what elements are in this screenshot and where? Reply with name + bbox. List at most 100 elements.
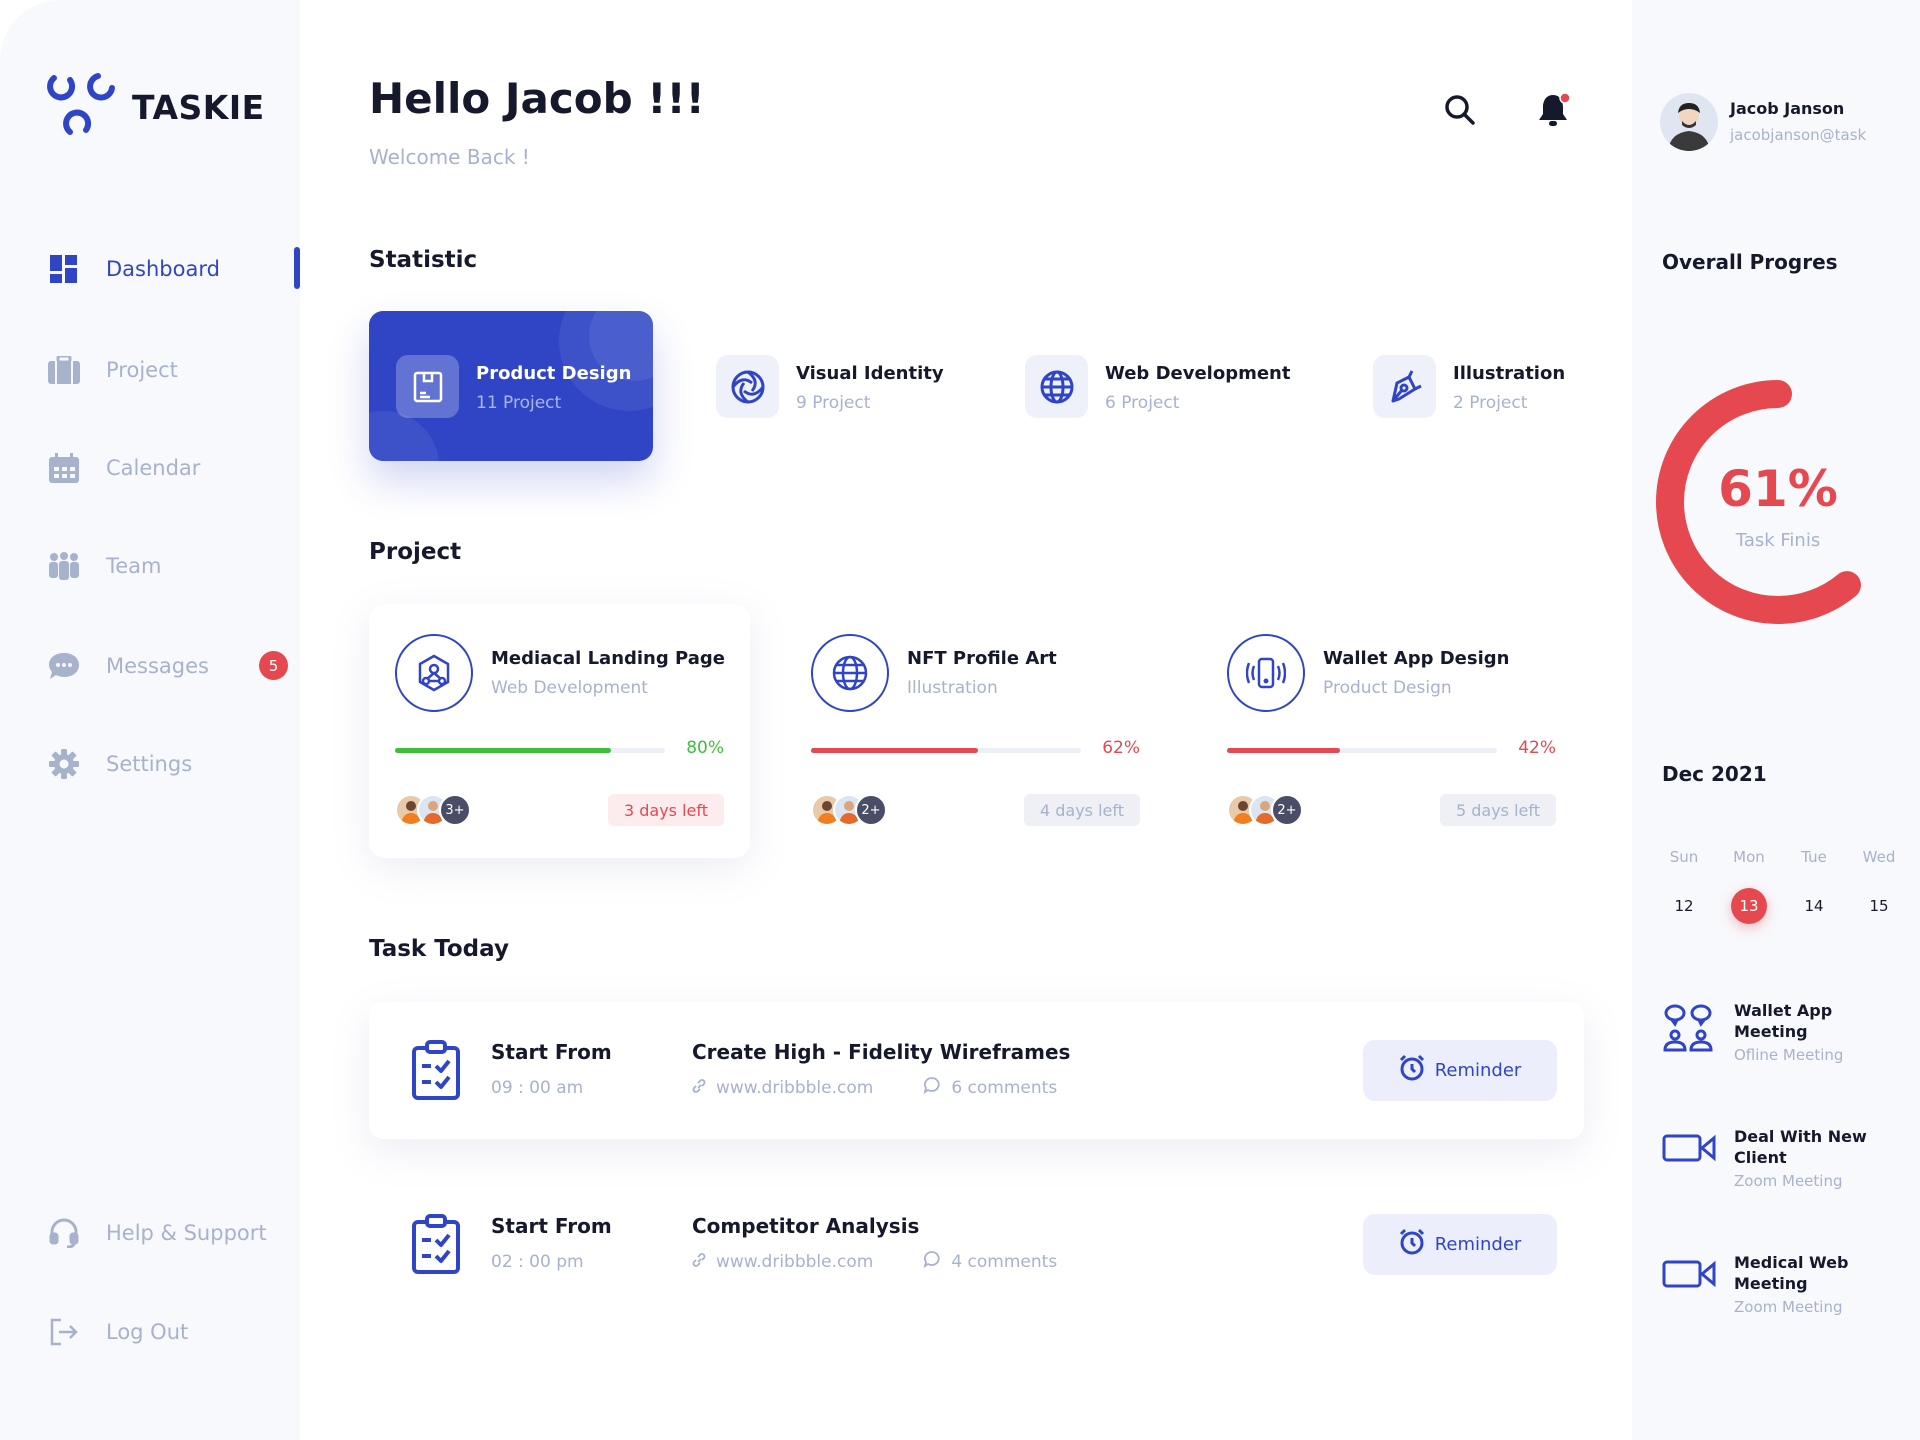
calendar-date[interactable]: 15 xyxy=(1869,897,1889,915)
progress-bar xyxy=(811,748,1081,753)
alarm-clock-icon xyxy=(1399,1228,1425,1261)
brand-name: TASKIE xyxy=(132,88,265,127)
reminder-button[interactable]: Reminder xyxy=(1363,1040,1557,1101)
stat-count: 11 Project xyxy=(476,393,562,413)
active-indicator xyxy=(294,247,300,289)
link-icon xyxy=(692,1078,706,1098)
event-title: Wallet App Meeting xyxy=(1734,1001,1833,1041)
start-from-label: Start From xyxy=(491,1040,612,1064)
more-members-count: 3+ xyxy=(439,794,471,826)
sidebar-item-dashboard[interactable]: Dashboard xyxy=(48,249,220,289)
chat-bubble-icon xyxy=(48,650,80,682)
task-link[interactable]: www.dribbble.com xyxy=(716,1251,874,1272)
briefcase-icon xyxy=(48,354,80,386)
stat-title: Illustration xyxy=(1453,363,1566,384)
sidebar-item-calendar[interactable]: Calendar xyxy=(48,448,200,488)
project-card[interactable]: Mediacal Landing Page Web Development 80… xyxy=(369,604,750,858)
box-icon xyxy=(396,355,459,418)
comments-count[interactable]: 4 comments xyxy=(951,1251,1058,1272)
sidebar-item-label: Calendar xyxy=(106,456,201,480)
project-category: Web Development xyxy=(491,678,648,698)
phone-vibrate-icon xyxy=(1227,634,1305,712)
event-item[interactable]: Wallet App Meeting Ofline Meeting xyxy=(1662,1000,1904,1090)
globe-icon xyxy=(811,634,889,712)
stat-card-product-design[interactable]: Product Design 11 Project xyxy=(369,311,653,461)
statistic-heading: Statistic xyxy=(369,247,478,273)
overall-progress-heading: Overall Progres xyxy=(1662,250,1838,274)
event-type: Zoom Meeting xyxy=(1734,1298,1843,1316)
weekday-label: Mon xyxy=(1733,848,1765,866)
event-type: Ofline Meeting xyxy=(1734,1046,1844,1064)
comments-count[interactable]: 6 comments xyxy=(951,1077,1058,1098)
task-row[interactable]: Start From 09 : 00 am Create High - Fide… xyxy=(369,1002,1584,1139)
calendar-date[interactable]: 14 xyxy=(1804,897,1824,915)
stat-count: 6 Project xyxy=(1105,393,1180,413)
link-icon xyxy=(692,1252,706,1272)
comment-icon xyxy=(923,1250,941,1273)
days-left-badge: 5 days left xyxy=(1439,794,1556,826)
sidebar-item-messages[interactable]: Messages xyxy=(48,646,209,686)
calendar-date-selected[interactable]: 13 xyxy=(1721,888,1777,924)
sidebar-item-label: Project xyxy=(106,358,178,382)
task-title: Competitor Analysis xyxy=(692,1214,920,1238)
more-members-count: 2+ xyxy=(855,794,887,826)
project-category: Illustration xyxy=(907,678,998,698)
messages-count-badge: 5 xyxy=(259,651,288,680)
meeting-people-icon xyxy=(1662,1004,1716,1062)
sidebar-item-label: Dashboard xyxy=(106,257,220,281)
event-type: Zoom Meeting xyxy=(1734,1172,1843,1190)
progress-bar xyxy=(395,748,665,753)
sidebar-item-team[interactable]: Team xyxy=(48,546,162,586)
event-title: Deal With New Client xyxy=(1734,1127,1867,1167)
progress-bar xyxy=(1227,748,1497,753)
event-item[interactable]: Medical Web Meeting Zoom Meeting xyxy=(1662,1252,1904,1342)
task-title: Create High - Fidelity Wireframes xyxy=(692,1040,1071,1064)
project-title: Mediacal Landing Page xyxy=(491,648,725,669)
welcome-subtitle: Welcome Back ! xyxy=(369,145,530,169)
globe-icon xyxy=(1025,355,1088,418)
user-avatar[interactable] xyxy=(1660,93,1718,151)
weekday-label: Sun xyxy=(1669,848,1699,866)
stat-title: Product Design xyxy=(476,363,632,384)
progress-fill xyxy=(811,748,979,753)
calendar-date[interactable]: 12 xyxy=(1674,897,1694,915)
progress-percent: 42% xyxy=(1518,738,1556,758)
sidebar-item-project[interactable]: Project xyxy=(48,350,178,390)
weekday-label: Tue xyxy=(1801,848,1827,866)
stat-card-visual-identity[interactable]: Visual Identity 9 Project xyxy=(716,355,946,419)
sidebar-item-label: Messages xyxy=(106,654,209,678)
team-icon xyxy=(48,550,80,582)
event-title: Medical Web Meeting xyxy=(1734,1253,1849,1293)
stat-count: 9 Project xyxy=(796,393,871,413)
weekday-label: Wed xyxy=(1862,848,1896,866)
sidebar-item-help-support[interactable]: Help & Support xyxy=(48,1213,267,1253)
stat-count: 2 Project xyxy=(1453,393,1528,413)
stat-card-illustration[interactable]: Illustration 2 Project xyxy=(1373,355,1593,419)
logout-icon xyxy=(48,1316,80,1348)
days-left-badge: 4 days left xyxy=(1023,794,1140,826)
alarm-clock-icon xyxy=(1399,1054,1425,1087)
calendar-icon xyxy=(48,452,80,484)
more-members-count: 2+ xyxy=(1271,794,1303,826)
task-link[interactable]: www.dribbble.com xyxy=(716,1077,874,1098)
reminder-label: Reminder xyxy=(1434,1234,1522,1255)
task-today-heading: Task Today xyxy=(369,936,509,962)
sidebar-item-log-out[interactable]: Log Out xyxy=(48,1312,188,1352)
user-email: jacobjanson@task xyxy=(1730,126,1867,144)
start-time: 02 : 00 pm xyxy=(491,1252,584,1272)
start-time: 09 : 00 am xyxy=(491,1078,584,1098)
bell-notification-icon[interactable] xyxy=(1537,92,1571,132)
reminder-button[interactable]: Reminder xyxy=(1363,1214,1557,1275)
task-row[interactable]: Start From 02 : 00 pm Competitor Analysi… xyxy=(369,1176,1584,1313)
sidebar-item-settings[interactable]: Settings xyxy=(48,744,192,784)
search-icon[interactable] xyxy=(1444,94,1476,130)
reminder-label: Reminder xyxy=(1434,1060,1522,1081)
stat-card-web-development[interactable]: Web Development 6 Project xyxy=(1025,355,1305,419)
clipboard-check-icon xyxy=(411,1214,461,1278)
comment-icon xyxy=(923,1076,941,1099)
project-card[interactable]: NFT Profile Art Illustration 62% 2+ 4 da… xyxy=(785,604,1166,858)
event-item[interactable]: Deal With New Client Zoom Meeting xyxy=(1662,1126,1904,1216)
project-card[interactable]: Wallet App Design Product Design 42% 2+ … xyxy=(1201,604,1582,858)
video-camera-icon xyxy=(1662,1130,1718,1170)
video-camera-icon xyxy=(1662,1256,1718,1296)
